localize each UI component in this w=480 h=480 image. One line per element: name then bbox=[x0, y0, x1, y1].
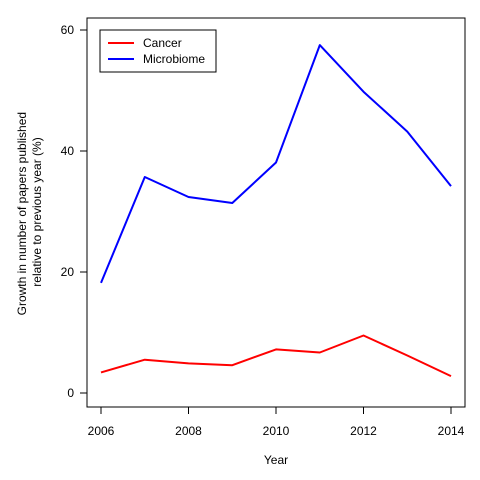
y-tick-label-20: 20 bbox=[61, 265, 75, 279]
legend-box bbox=[99, 29, 217, 73]
y-axis-label-line-2: relative to previous year (%) bbox=[30, 137, 44, 286]
y-axis: 0 20 40 60 bbox=[61, 23, 88, 400]
x-axis: 2006 2008 2010 2012 2014 bbox=[88, 406, 465, 438]
legend-label-microbiome: Microbiome bbox=[143, 52, 205, 66]
series-layer bbox=[100, 44, 452, 378]
x-tick-label-2006: 2006 bbox=[88, 424, 115, 438]
y-axis-label-line-1: Growth in number of papers published bbox=[15, 112, 29, 315]
legend: Cancer Microbiome bbox=[99, 29, 217, 73]
y-tick-label-40: 40 bbox=[61, 144, 75, 158]
x-tick-label-2010: 2010 bbox=[263, 424, 290, 438]
y-tick-label-0: 0 bbox=[67, 386, 74, 400]
legend-label-cancer: Cancer bbox=[143, 36, 182, 50]
series-line-cancer bbox=[100, 334, 452, 378]
y-tick-label-60: 60 bbox=[61, 23, 75, 37]
x-tick-label-2012: 2012 bbox=[350, 424, 377, 438]
y-axis-label: Growth in number of papers published rel… bbox=[15, 109, 44, 316]
x-axis-label: Year bbox=[264, 453, 288, 467]
x-tick-label-2014: 2014 bbox=[438, 424, 465, 438]
x-tick-label-2008: 2008 bbox=[175, 424, 202, 438]
series-line-microbiome bbox=[100, 44, 452, 284]
